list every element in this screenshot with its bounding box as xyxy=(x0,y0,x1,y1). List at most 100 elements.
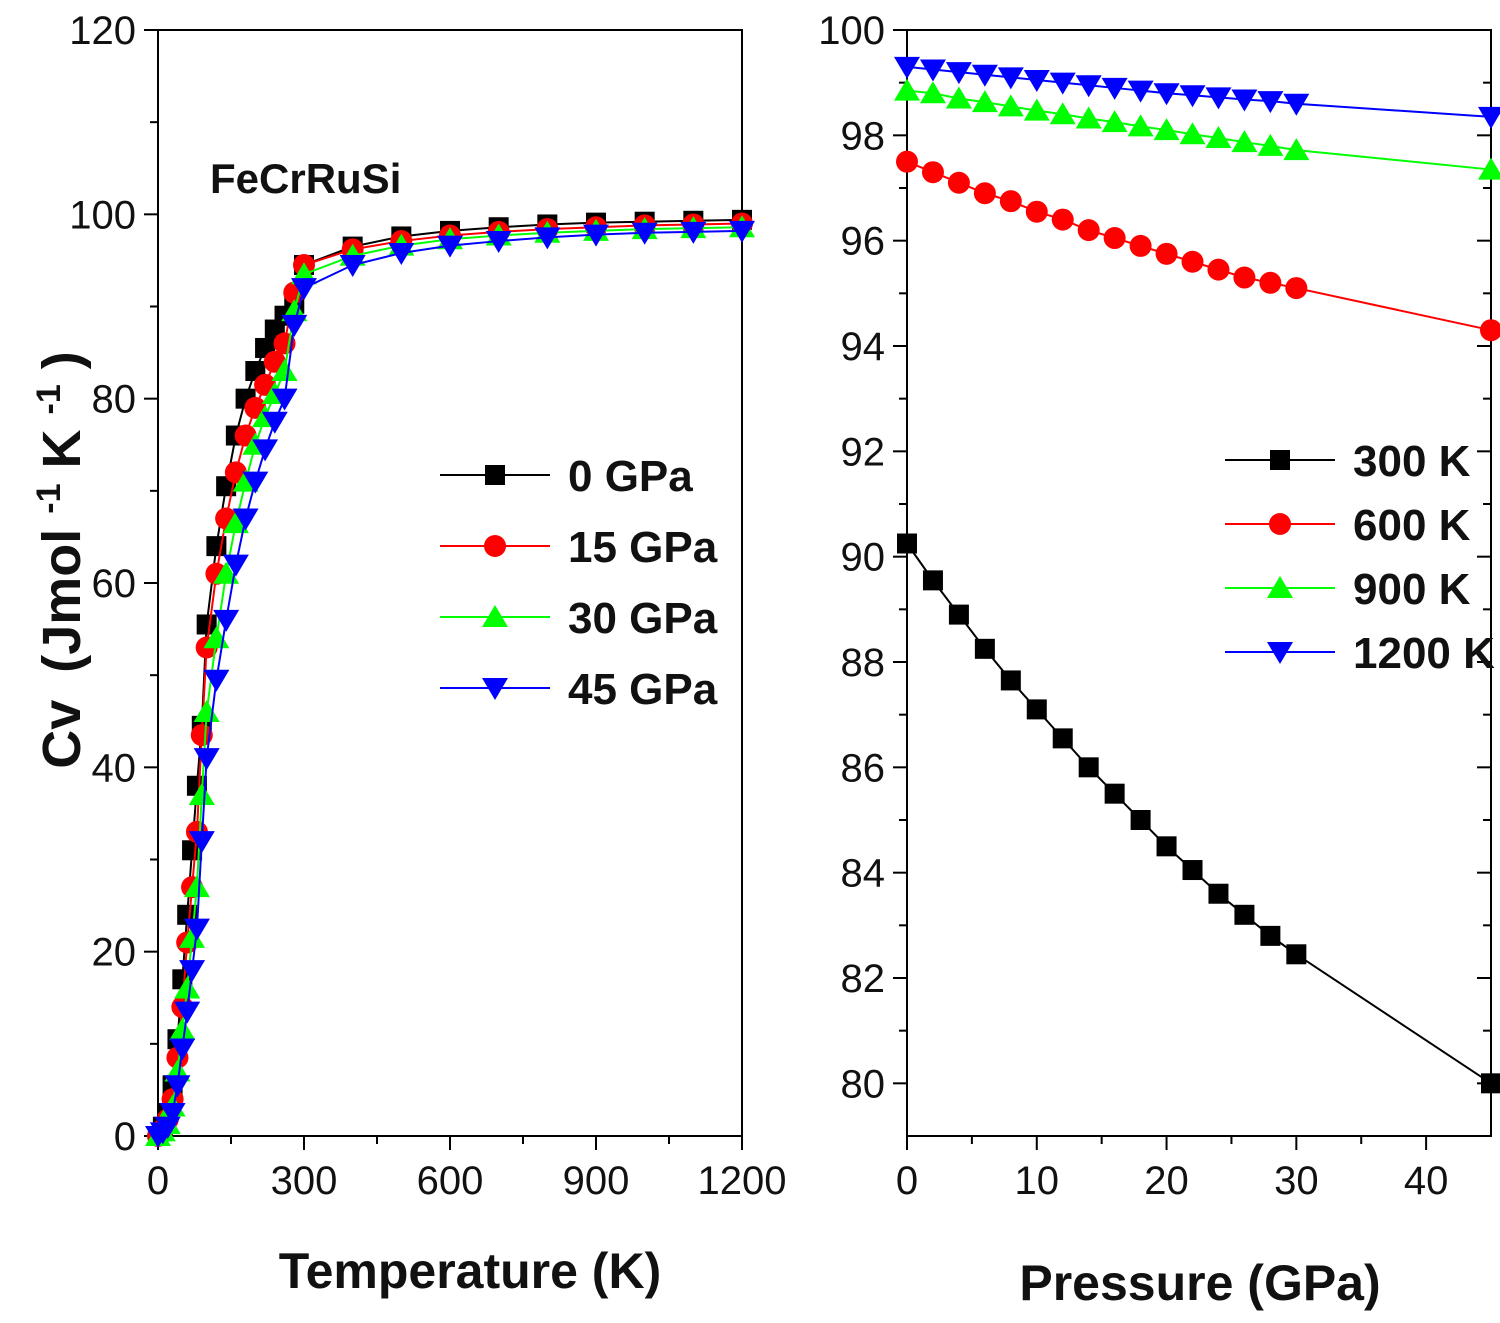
left-series-3-point-7 xyxy=(179,960,206,983)
left-legend: 0 GPa 15 GPa 30 GPa 45 GPa xyxy=(440,452,718,714)
left-series-2-point-7 xyxy=(179,925,206,948)
right-series-0-point-13 xyxy=(1234,904,1255,925)
left-series-3-point-4 xyxy=(164,1075,191,1098)
right-series-3-point-1 xyxy=(919,59,946,82)
right-series-1-point-3 xyxy=(973,182,996,205)
right-series-3-point-10 xyxy=(1153,83,1180,106)
left-series-3-point-10 xyxy=(193,748,220,771)
right-series-3-point-13 xyxy=(1231,89,1258,112)
right-series-3-point-3 xyxy=(971,64,998,87)
right-axis-ticks: 0 10 20 30 40 80 82 84 86 88 90 92 94 96 98 100 xyxy=(818,9,1491,1203)
ylabel-close: ) xyxy=(32,351,92,369)
right-plot-frame xyxy=(906,29,1492,1137)
right-series-0-point-7 xyxy=(1078,757,1099,778)
ylabel-unit-1: (Jmol xyxy=(32,529,92,673)
right-series-2-point-16 xyxy=(1478,157,1500,180)
right-y-tick-label-3: 86 xyxy=(841,746,886,790)
left-series-3-point-25 xyxy=(534,227,561,250)
right-legend-item-0: 300 K xyxy=(1225,437,1471,486)
right-y-tick-label-6: 92 xyxy=(841,430,886,474)
right-series-0-point-12 xyxy=(1208,883,1229,904)
left-y-tick-label-0: 0 xyxy=(114,1115,136,1159)
right-y-tick-label-0: 80 xyxy=(841,1062,886,1106)
right-legend-item-3: 1200 K xyxy=(1225,629,1495,678)
left-legend-item-3: 45 GPa xyxy=(440,665,718,714)
right-series-0-point-1 xyxy=(922,570,943,591)
left-series-3-point-5 xyxy=(169,1038,196,1061)
left-series-0-point-7 xyxy=(182,840,203,861)
right-series-3 xyxy=(894,56,1500,129)
right-series-2-point-7 xyxy=(1075,106,1102,129)
right-x-tick-label-0: 0 xyxy=(896,1159,918,1203)
left-y-axis-title: Cv (Jmol -1 K -1 ) xyxy=(30,351,92,769)
right-series-2-point-0 xyxy=(894,78,920,101)
right-series-line-1 xyxy=(906,160,1492,332)
left-series-3-point-21 xyxy=(339,255,366,278)
right-series-1-point-16 xyxy=(1480,319,1500,342)
left-series-3-point-18 xyxy=(271,388,298,411)
right-legend-item-2: 900 K xyxy=(1225,565,1471,614)
left-x-axis-title: Temperature (K) xyxy=(279,1243,661,1299)
right-y-tick-label-1: 82 xyxy=(841,957,886,1001)
right-x-tick-label-1: 10 xyxy=(1015,1159,1060,1203)
left-series-3-point-26 xyxy=(583,224,609,247)
right-series-0-point-4 xyxy=(1000,670,1021,691)
right-series-1-point-10 xyxy=(1155,242,1178,265)
left-series-3-point-27 xyxy=(631,222,658,245)
right-y-tick-label-5: 90 xyxy=(841,536,886,580)
right-series-2-point-1 xyxy=(919,81,946,104)
right-series-0-point-2 xyxy=(948,604,969,625)
right-series-1-point-4 xyxy=(999,190,1022,213)
right-series-2-point-11 xyxy=(1179,122,1206,145)
right-series-1-point-2 xyxy=(947,171,970,194)
left-legend-label-1: 15 GPa xyxy=(568,523,718,572)
left-series-1-point-9 xyxy=(190,724,213,747)
left-series-2-point-5 xyxy=(169,1018,196,1041)
right-legend-marker-0-point-0 xyxy=(1270,450,1290,470)
right-y-tick-label-9: 98 xyxy=(841,114,886,158)
left-series-3-point-12 xyxy=(213,609,240,632)
left-x-tick-label-4: 1200 xyxy=(698,1159,787,1203)
ylabel-unit-2: K xyxy=(32,429,92,468)
right-series-3-point-2 xyxy=(945,62,972,85)
right-legend-label-2: 900 K xyxy=(1353,565,1471,614)
right-series-2 xyxy=(894,78,1500,180)
left-series-3 xyxy=(145,220,755,1148)
right-legend-label-0: 300 K xyxy=(1353,437,1471,486)
right-series-line-0 xyxy=(906,542,1492,1085)
left-series-3-point-22 xyxy=(388,243,415,266)
left-axis-ticks: 0 300 600 900 1200 0 20 40 60 80 100 120 xyxy=(69,9,786,1203)
right-series-3-point-15 xyxy=(1283,93,1310,116)
right-series-2-point-14 xyxy=(1257,133,1284,156)
right-x-tick-label-3: 30 xyxy=(1274,1159,1319,1203)
right-legend-marker-2-point-0 xyxy=(1267,576,1293,598)
right-y-tick-label-2: 84 xyxy=(841,852,886,896)
left-series-2-point-8 xyxy=(183,875,210,898)
right-y-tick-label-8: 96 xyxy=(841,220,886,264)
right-series-3-point-9 xyxy=(1127,80,1154,103)
right-legend-label-1: 600 K xyxy=(1353,501,1471,550)
left-legend-item-1: 15 GPa xyxy=(440,523,718,572)
left-legend-marker-1-point-0 xyxy=(484,535,506,557)
left-series-3-point-13 xyxy=(222,554,249,577)
right-series-2-point-4 xyxy=(997,94,1024,117)
right-series-0-point-9 xyxy=(1130,810,1151,830)
right-series-1-point-8 xyxy=(1103,227,1126,250)
left-series-3-point-8 xyxy=(183,918,210,941)
right-series-1-point-1 xyxy=(921,161,944,184)
left-y-tick-label-6: 120 xyxy=(69,9,136,53)
right-y-tick-label-4: 88 xyxy=(841,641,886,685)
right-series-1-point-0 xyxy=(896,150,918,173)
left-legend-label-2: 30 GPa xyxy=(568,594,718,643)
left-legend-marker-2-point-0 xyxy=(482,605,508,627)
right-series-1-point-12 xyxy=(1207,258,1230,281)
right-series-3-point-0 xyxy=(894,56,920,79)
left-series-3-point-19 xyxy=(281,314,308,337)
left-series-3-point-28 xyxy=(680,221,707,244)
left-x-tick-label-1: 300 xyxy=(271,1159,338,1203)
left-legend-marker-0-point-0 xyxy=(485,465,505,485)
right-series-1-point-7 xyxy=(1077,219,1100,242)
right-series-0-point-15 xyxy=(1286,944,1307,965)
left-series-2-point-9 xyxy=(188,782,215,805)
